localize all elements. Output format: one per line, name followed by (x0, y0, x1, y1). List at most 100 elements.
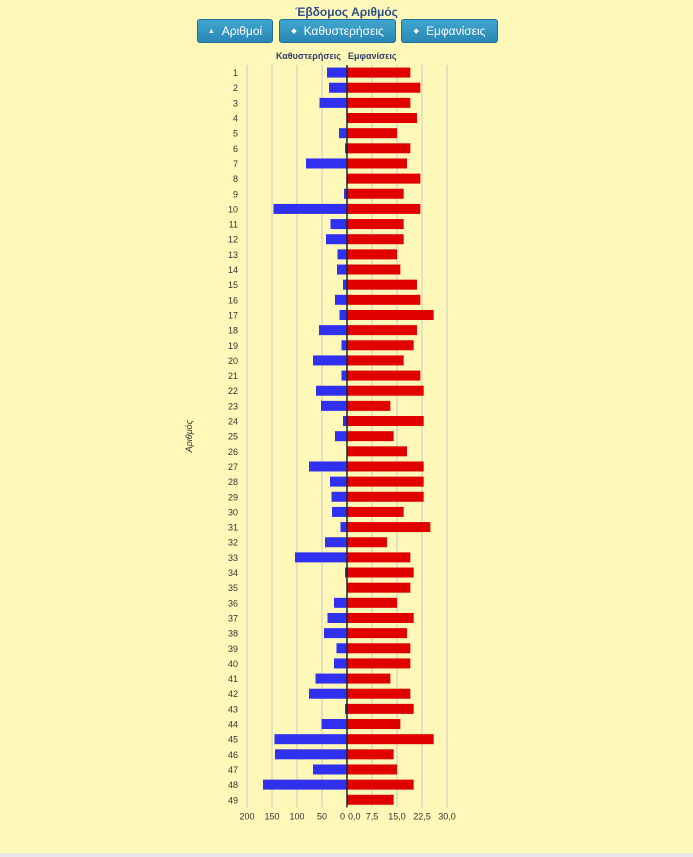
category-label: 2 (233, 83, 238, 93)
delays-bar (334, 597, 347, 608)
appearances-bar (347, 658, 411, 669)
appearances-bar (347, 461, 424, 472)
delays-bar (319, 325, 347, 336)
category-label: 22 (228, 386, 238, 396)
appearances-bar (347, 416, 424, 427)
appearances-bar (347, 552, 411, 563)
delays-series-header: Καθυστερήσεις (276, 51, 341, 61)
appearances-bar (347, 537, 387, 548)
category-label: 43 (228, 704, 238, 714)
category-label: 47 (228, 765, 238, 775)
appearances-bar (347, 249, 397, 260)
sort-by-number-label: Αριθμοί (221, 24, 263, 38)
appearances-bar (347, 400, 391, 411)
delays-bar (336, 643, 347, 654)
x-tick-label: 0,0 (348, 811, 361, 821)
delays-bar (334, 658, 347, 669)
category-label: 28 (228, 477, 238, 487)
category-label: 21 (228, 371, 238, 381)
appearances-bar (347, 612, 414, 623)
delays-bar (295, 552, 347, 563)
delays-bar (263, 779, 347, 790)
category-label: 31 (228, 523, 238, 533)
category-label: 38 (228, 629, 238, 639)
appearances-bar (347, 82, 421, 93)
delays-bar (324, 628, 347, 639)
category-label: 14 (228, 265, 238, 275)
sort-both-icon: ◆ (413, 28, 419, 35)
appearances-bar (347, 294, 421, 305)
y-axis-label: Αριθμός (184, 419, 194, 453)
category-label: 20 (228, 356, 238, 366)
delays-bar (273, 203, 347, 214)
appearances-bar (347, 719, 401, 730)
delays-bar (339, 309, 347, 320)
appearances-bar (347, 385, 424, 396)
category-label: 42 (228, 689, 238, 699)
appearances-bar (347, 264, 401, 275)
appearances-bar (347, 794, 394, 805)
appearances-bar (347, 673, 391, 684)
category-label: 36 (228, 598, 238, 608)
appearances-bar (347, 628, 407, 639)
category-label: 16 (228, 295, 238, 305)
delays-bar (335, 431, 347, 442)
delays-bar (327, 612, 347, 623)
sort-up-icon: ▲ (207, 27, 215, 35)
x-tick-label: 100 (289, 811, 304, 821)
appearances-bar (347, 325, 417, 336)
delays-bar (330, 476, 347, 487)
category-label: 29 (228, 492, 238, 502)
appearances-bar (347, 113, 417, 124)
category-label: 39 (228, 644, 238, 654)
appearances-bar (347, 688, 411, 699)
appearances-bar (347, 703, 414, 714)
page-title: Έβδομος Αριθμός (295, 5, 398, 19)
appearances-bar (347, 582, 411, 593)
appearances-bar (347, 749, 394, 760)
delays-bar (337, 249, 347, 260)
category-label: 18 (228, 326, 238, 336)
delays-bar (344, 188, 347, 199)
category-label: 7 (233, 159, 238, 169)
appearances-bar (347, 128, 397, 139)
category-label: 24 (228, 417, 238, 427)
delays-bar (321, 719, 347, 730)
category-label: 35 (228, 583, 238, 593)
delays-bar (345, 567, 347, 578)
appearances-bar (347, 143, 411, 154)
delays-bar (306, 158, 347, 169)
footer-divider (0, 853, 693, 857)
delays-bar (315, 673, 347, 684)
appearances-bar (347, 340, 414, 351)
category-label: 48 (228, 780, 238, 790)
delays-bar (275, 749, 347, 760)
sort-by-appearances-button[interactable]: ◆ Εμφανίσεις (401, 19, 498, 43)
delays-bar (331, 491, 347, 502)
delays-bar (327, 67, 347, 78)
x-tick-label: 22,5 (413, 811, 431, 821)
appearances-bar (347, 188, 404, 199)
appearances-bar (347, 67, 411, 78)
appearances-bar (347, 355, 404, 366)
delays-bar (343, 279, 347, 290)
category-label: 25 (228, 432, 238, 442)
category-label: 9 (233, 189, 238, 199)
category-label: 46 (228, 750, 238, 760)
category-label: 41 (228, 674, 238, 684)
delays-bar (341, 340, 347, 351)
delays-bar (340, 522, 347, 533)
sort-by-number-button[interactable]: ▲ Αριθμοί (197, 19, 273, 43)
appearances-bar (347, 234, 404, 245)
delays-bar (335, 294, 347, 305)
delays-bar (313, 355, 347, 366)
x-tick-label: 50 (317, 811, 327, 821)
sort-by-delays-label: Καθυστερήσεις (303, 24, 384, 38)
sort-by-delays-button[interactable]: ◆ Καθυστερήσεις (279, 19, 396, 43)
delays-bar (341, 370, 347, 381)
category-label: 13 (228, 250, 238, 260)
delays-bar (330, 219, 347, 230)
sort-by-appearances-label: Εμφανίσεις (425, 24, 486, 38)
appearances-bar (347, 764, 397, 775)
